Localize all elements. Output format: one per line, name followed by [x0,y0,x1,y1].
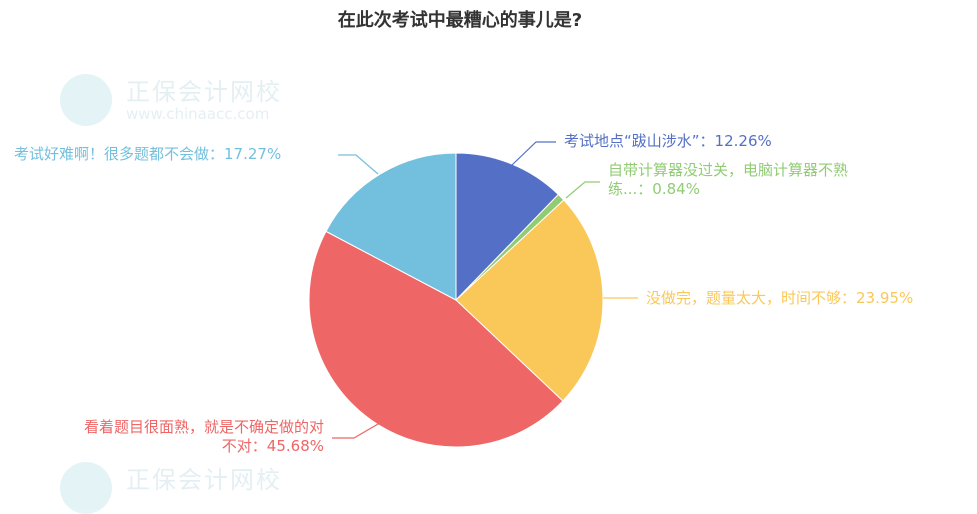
slice-label-calculator-line2: 练...：0.84% [608,180,700,198]
pie-chart [308,141,638,448]
slice-label-difficult: 考试好难啊！很多题都不会做：17.27% [14,145,282,163]
watermark-url: www.chinaacc.com [126,105,270,123]
slice-label-unsure: 看着题目很面熟，就是不确定做的对 不对：45.68% [34,418,324,456]
slice-label-calculator: 自带计算器没过关，电脑计算器不熟 练...：0.84% [608,161,848,199]
slice-label-travel: 考试地点“跋山涉水”：12.26% [564,132,772,150]
slice-label-calculator-line1: 自带计算器没过关，电脑计算器不熟 [608,161,849,179]
leader-line-calculator [565,181,600,199]
slice-label-unsure-line1: 看着题目很面熟，就是不确定做的对 [83,418,324,436]
slice-travel [455,152,560,302]
slice-unsure [308,230,564,448]
slice-label-unsure-line2: 不对：45.68% [221,437,324,455]
watermark-top-left: 正保会计网校 www.chinaacc.com [60,72,300,132]
slice-label-unfinished: 没做完，题量太大，时间不够：23.95% [646,289,914,307]
watermark-text: 正保会计网校 [126,78,282,106]
slice-unfinished [455,199,604,402]
chart-title: 在此次考试中最糟心的事儿是? [337,10,583,31]
leader-line-difficult [338,154,379,175]
leader-line-travel [511,141,556,166]
slice-difficult [325,152,457,301]
leader-line-unsure [332,419,386,439]
watermark-logo-icon [60,74,112,126]
